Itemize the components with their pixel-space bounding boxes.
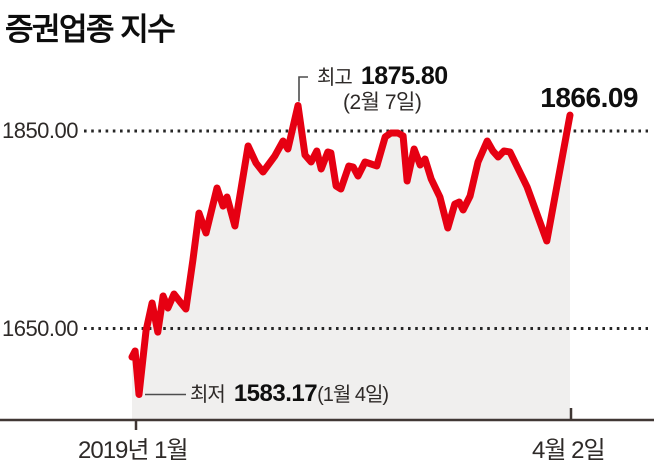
low-value: 1583.17 — [233, 380, 318, 407]
latest-value: 1866.09 — [540, 82, 638, 113]
high-value: 1875.80 — [360, 62, 448, 90]
low-label: 최저 — [190, 384, 226, 406]
index-line — [128, 102, 574, 398]
low-annotation: 최저 1583.17 (1월 4일) — [190, 380, 389, 408]
high-date: (2월 7일) — [343, 91, 422, 114]
high-annotation: 최고 1875.80 (2월 7일) — [317, 63, 448, 115]
y-axis-label-1650: 1650.00 — [1, 316, 79, 341]
low-date: (1월 4일) — [317, 384, 389, 406]
high-leader-line — [298, 76, 308, 102]
high-label: 최고 — [317, 67, 353, 89]
x-axis-label-start: 2019년 1월 — [78, 437, 189, 464]
area-fill — [132, 105, 570, 420]
chart-title: 증권업종 지수 — [5, 12, 176, 47]
y-axis-label-1850: 1850.00 — [1, 118, 79, 143]
x-axis-label-end: 4월 2일 — [532, 437, 606, 464]
